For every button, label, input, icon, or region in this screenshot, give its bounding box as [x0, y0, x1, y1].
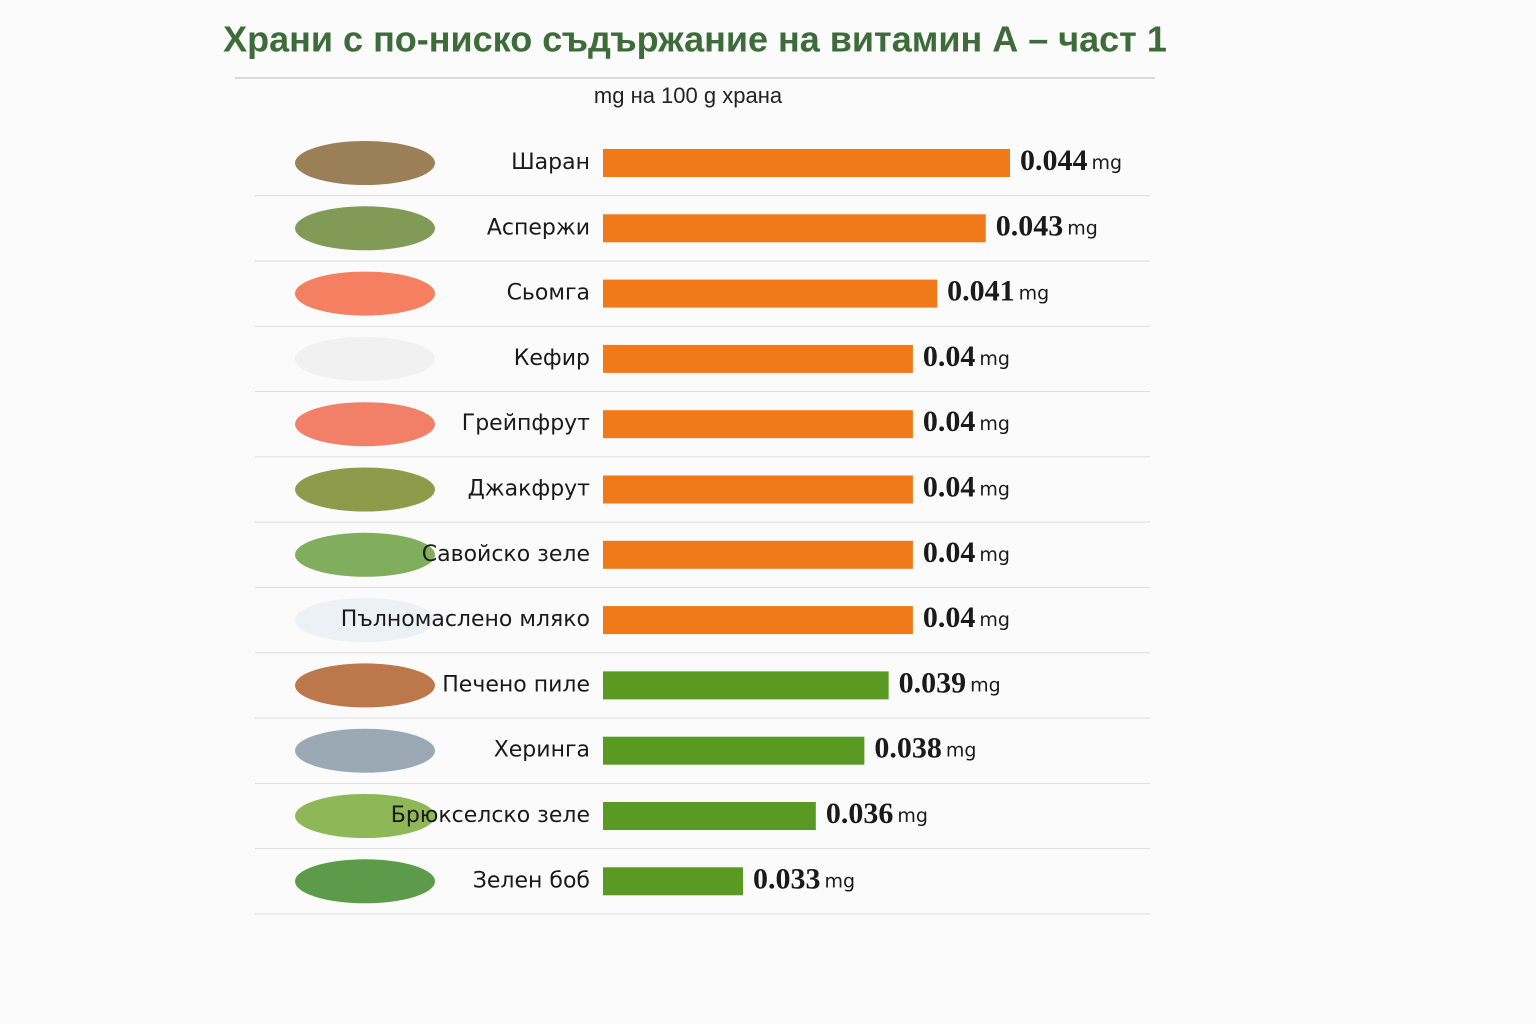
value-unit: mg: [946, 739, 977, 761]
value-unit: mg: [979, 413, 1010, 435]
food-icon: [295, 663, 435, 708]
value-number: 0.044: [1020, 144, 1088, 177]
value-label: 0.04 mg: [923, 340, 1010, 373]
value-unit: mg: [979, 478, 1010, 500]
value-label: 0.036 mg: [826, 797, 928, 830]
category-label: Шаран: [511, 150, 590, 175]
category-label: Печено пиле: [442, 672, 590, 697]
chart-title: Храни с по-ниско съдържание на витамин А…: [223, 19, 1167, 60]
value-unit: mg: [970, 674, 1001, 696]
value-unit: mg: [825, 870, 856, 892]
food-icon: [295, 206, 435, 251]
bar: [603, 214, 986, 243]
bar: [603, 149, 1010, 177]
value-unit: mg: [979, 543, 1010, 565]
value-label: 0.043 mg: [996, 209, 1098, 242]
food-icon: [295, 728, 435, 773]
value-unit: mg: [1067, 217, 1098, 239]
value-number: 0.033: [753, 862, 821, 895]
category-label: Сьомга: [507, 281, 590, 306]
value-number: 0.041: [947, 274, 1015, 307]
value-label: 0.038 mg: [874, 732, 976, 765]
value-number: 0.04: [923, 405, 976, 438]
category-label: Савойско зеле: [422, 542, 590, 567]
value-number: 0.036: [826, 797, 894, 830]
bar: [603, 475, 913, 504]
food-icon: [295, 598, 435, 643]
category-label: Херинга: [494, 738, 590, 763]
value-label: 0.04 mg: [923, 470, 1010, 503]
category-label: Зелен боб: [473, 868, 590, 893]
value-label: 0.04 mg: [923, 536, 1010, 569]
value-label: 0.041 mg: [947, 274, 1049, 307]
value-unit: mg: [897, 805, 928, 827]
category-label: Аспержи: [487, 215, 590, 240]
value-number: 0.04: [923, 340, 976, 373]
chart-subtitle: mg на 100 g храна: [594, 83, 783, 108]
category-label: Брюкселско зеле: [391, 803, 590, 828]
value-number: 0.04: [923, 536, 976, 569]
value-number: 0.038: [874, 732, 942, 765]
bar: [603, 671, 889, 700]
value-unit: mg: [1092, 152, 1123, 174]
food-icon: [295, 402, 435, 447]
value-unit: mg: [1019, 282, 1050, 304]
food-icon: [295, 271, 435, 316]
value-label: 0.04 mg: [923, 601, 1010, 634]
value-number: 0.039: [899, 666, 967, 699]
value-number: 0.04: [923, 601, 976, 634]
value-label: 0.044 mg: [1020, 144, 1122, 177]
food-icon: [295, 532, 435, 577]
food-icon: [295, 794, 435, 838]
food-icon: [295, 141, 435, 185]
bar: [603, 736, 865, 765]
bar: [603, 344, 913, 373]
bar: [603, 410, 913, 439]
food-icon: [295, 859, 435, 904]
food-icon: [295, 467, 435, 512]
category-label: Джакфрут: [468, 477, 591, 502]
bar: [603, 279, 938, 308]
value-label: 0.04 mg: [923, 405, 1010, 438]
bar: [603, 867, 743, 896]
food-icon: [295, 336, 435, 381]
bar: [603, 540, 913, 569]
bar: [603, 606, 913, 635]
category-label: Грейпфрут: [462, 411, 590, 436]
value-unit: mg: [979, 609, 1010, 631]
category-label: Пълномаслено мляко: [341, 607, 590, 632]
value-label: 0.033 mg: [753, 862, 855, 895]
value-number: 0.04: [923, 470, 976, 503]
bar: [603, 802, 816, 830]
category-label: Кефир: [514, 346, 590, 371]
value-unit: mg: [979, 347, 1010, 369]
value-number: 0.043: [996, 209, 1064, 242]
value-label: 0.039 mg: [899, 666, 1001, 699]
